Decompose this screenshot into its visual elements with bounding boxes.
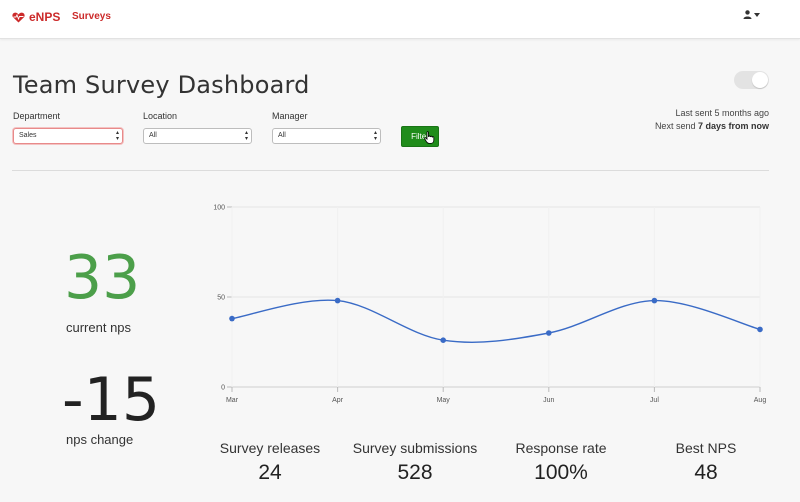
department-label: Department <box>13 111 61 121</box>
data-point <box>334 297 341 304</box>
data-point <box>440 337 446 343</box>
x-tick-label: Jun <box>543 397 554 404</box>
nav-link-surveys[interactable]: Surveys <box>72 11 111 22</box>
x-tick-label: Mar <box>226 397 239 404</box>
department-select[interactable]: Sales ▴ ▾ <box>13 128 123 144</box>
navbar: eNPS Surveys <box>0 0 800 39</box>
brand-name: eNPS <box>29 10 61 24</box>
manager-select[interactable]: All ▴ ▾ <box>272 128 381 144</box>
manager-select-value: All <box>278 132 286 139</box>
x-tick-label: Aug <box>754 397 767 404</box>
location-select-value: All <box>149 132 157 139</box>
user-menu[interactable] <box>743 10 760 19</box>
location-label: Location <box>143 111 178 121</box>
chevron-down-icon <box>754 13 760 17</box>
next-send-value: 7 days from now <box>697 121 769 131</box>
page-title: Team Survey Dashboard <box>13 71 310 99</box>
x-tick-label: Jul <box>650 397 659 404</box>
series-line <box>231 299 761 343</box>
manager-label: Manager <box>272 111 308 121</box>
next-send-text: Next send 7 days from now <box>655 120 769 133</box>
stat-best-nps: Best NPS 48 <box>641 440 771 485</box>
y-tick-label: 0 <box>221 385 225 392</box>
select-arrows-icon: ▴ ▾ <box>373 130 377 142</box>
last-sent-text: Last sent 5 months ago <box>675 108 769 118</box>
y-tick-label: 100 <box>213 205 225 212</box>
next-send-prefix: Next send <box>654 121 696 131</box>
stat-value: 24 <box>258 461 282 484</box>
user-icon <box>743 10 752 19</box>
toggle-knob <box>752 72 768 88</box>
stat-value: 528 <box>397 461 433 484</box>
data-point <box>757 326 763 333</box>
current-nps-label: current nps <box>66 320 132 335</box>
nps-line-chart: 0 50 100 Mar Apr May Jun Jul Aug <box>213 205 767 405</box>
location-select[interactable]: All ▴ ▾ <box>143 128 252 144</box>
stat-label: Response rate <box>515 440 607 456</box>
current-nps-value: 33 <box>64 243 141 313</box>
nps-change-label: nps change <box>66 432 134 447</box>
x-tick-label: Apr <box>332 397 344 404</box>
section-divider <box>12 170 769 171</box>
brand-link[interactable]: eNPS <box>12 10 60 24</box>
send-info: Last sent 5 months ago Next send 7 days … <box>655 107 769 133</box>
stat-label: Survey submissions <box>352 440 478 456</box>
stat-survey-releases: Survey releases 24 <box>205 440 335 485</box>
y-tick-label: 50 <box>217 295 225 302</box>
stat-label: Best NPS <box>675 440 737 456</box>
x-tick-label: May <box>437 397 451 404</box>
data-point <box>651 297 658 304</box>
nps-change-value: -15 <box>62 365 160 435</box>
hand-cursor-icon <box>424 131 435 144</box>
data-point <box>546 330 552 336</box>
toggle-switch[interactable] <box>734 71 769 89</box>
select-arrows-icon: ▴ ▾ <box>244 130 248 142</box>
stat-survey-submissions: Survey submissions 528 <box>350 440 480 485</box>
select-arrows-icon: ▴ ▾ <box>115 130 119 142</box>
stat-value: 48 <box>694 461 718 484</box>
stat-value: 100% <box>534 461 588 484</box>
data-point <box>229 315 235 322</box>
department-select-value: Sales <box>19 132 37 139</box>
stat-label: Survey releases <box>219 440 321 456</box>
stat-response-rate: Response rate 100% <box>496 440 626 485</box>
heartbeat-icon <box>12 12 25 22</box>
